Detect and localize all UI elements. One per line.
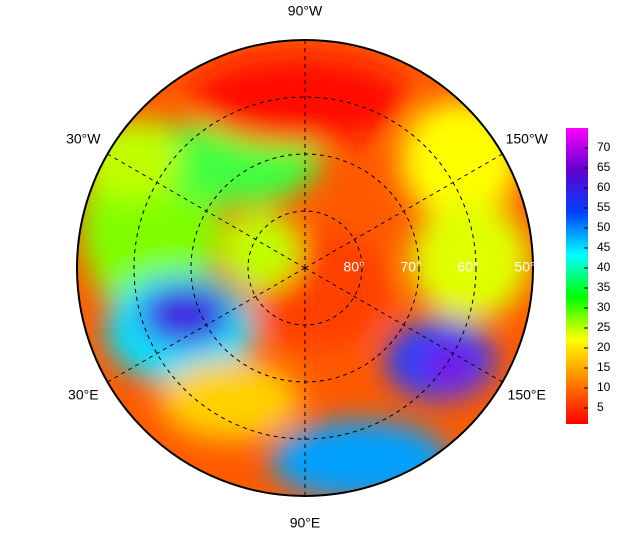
- meridian: [304, 153, 503, 269]
- colorbar: [566, 128, 588, 424]
- colorbar-tick-label: 45: [597, 240, 611, 254]
- parallel: [247, 210, 363, 326]
- latitude-label: 60°: [457, 259, 478, 275]
- map-border: [76, 39, 534, 497]
- colorbar-tick-label: 55: [597, 200, 611, 214]
- colorbar-tick-label: 40: [597, 260, 611, 274]
- colorbar-tick-label: 65: [597, 160, 611, 174]
- longitude-label: 30°E: [68, 387, 99, 403]
- graticule: [107, 40, 503, 496]
- colorbar-tick-label: 60: [597, 180, 611, 194]
- parallel: [190, 153, 420, 383]
- longitude-label: 90°E: [290, 515, 321, 531]
- longitude-label: 150°E: [508, 387, 546, 403]
- colorbar-tick-label: 25: [597, 320, 611, 334]
- latitude-label: 50°: [514, 259, 535, 275]
- latitude-label: 80°: [343, 259, 364, 275]
- longitude-label: 150°W: [506, 131, 549, 147]
- colorbar-tick-label: 20: [597, 340, 611, 354]
- colorbar-tick-label: 70: [597, 140, 611, 154]
- longitude-label: 30°W: [66, 131, 101, 147]
- longitude-label: 90°W: [288, 3, 323, 19]
- colorbar-tick-label: 15: [597, 360, 611, 374]
- colorbar-tick-label: 10: [597, 380, 611, 394]
- colorbar-tick-label: 50: [597, 220, 611, 234]
- colorbar-tick-label: 5: [597, 400, 604, 414]
- colorbar-tick-label: 35: [597, 280, 611, 294]
- parallel: [133, 96, 477, 440]
- latitude-label: 70°: [400, 259, 421, 275]
- colorbar-tick-label: 30: [597, 300, 611, 314]
